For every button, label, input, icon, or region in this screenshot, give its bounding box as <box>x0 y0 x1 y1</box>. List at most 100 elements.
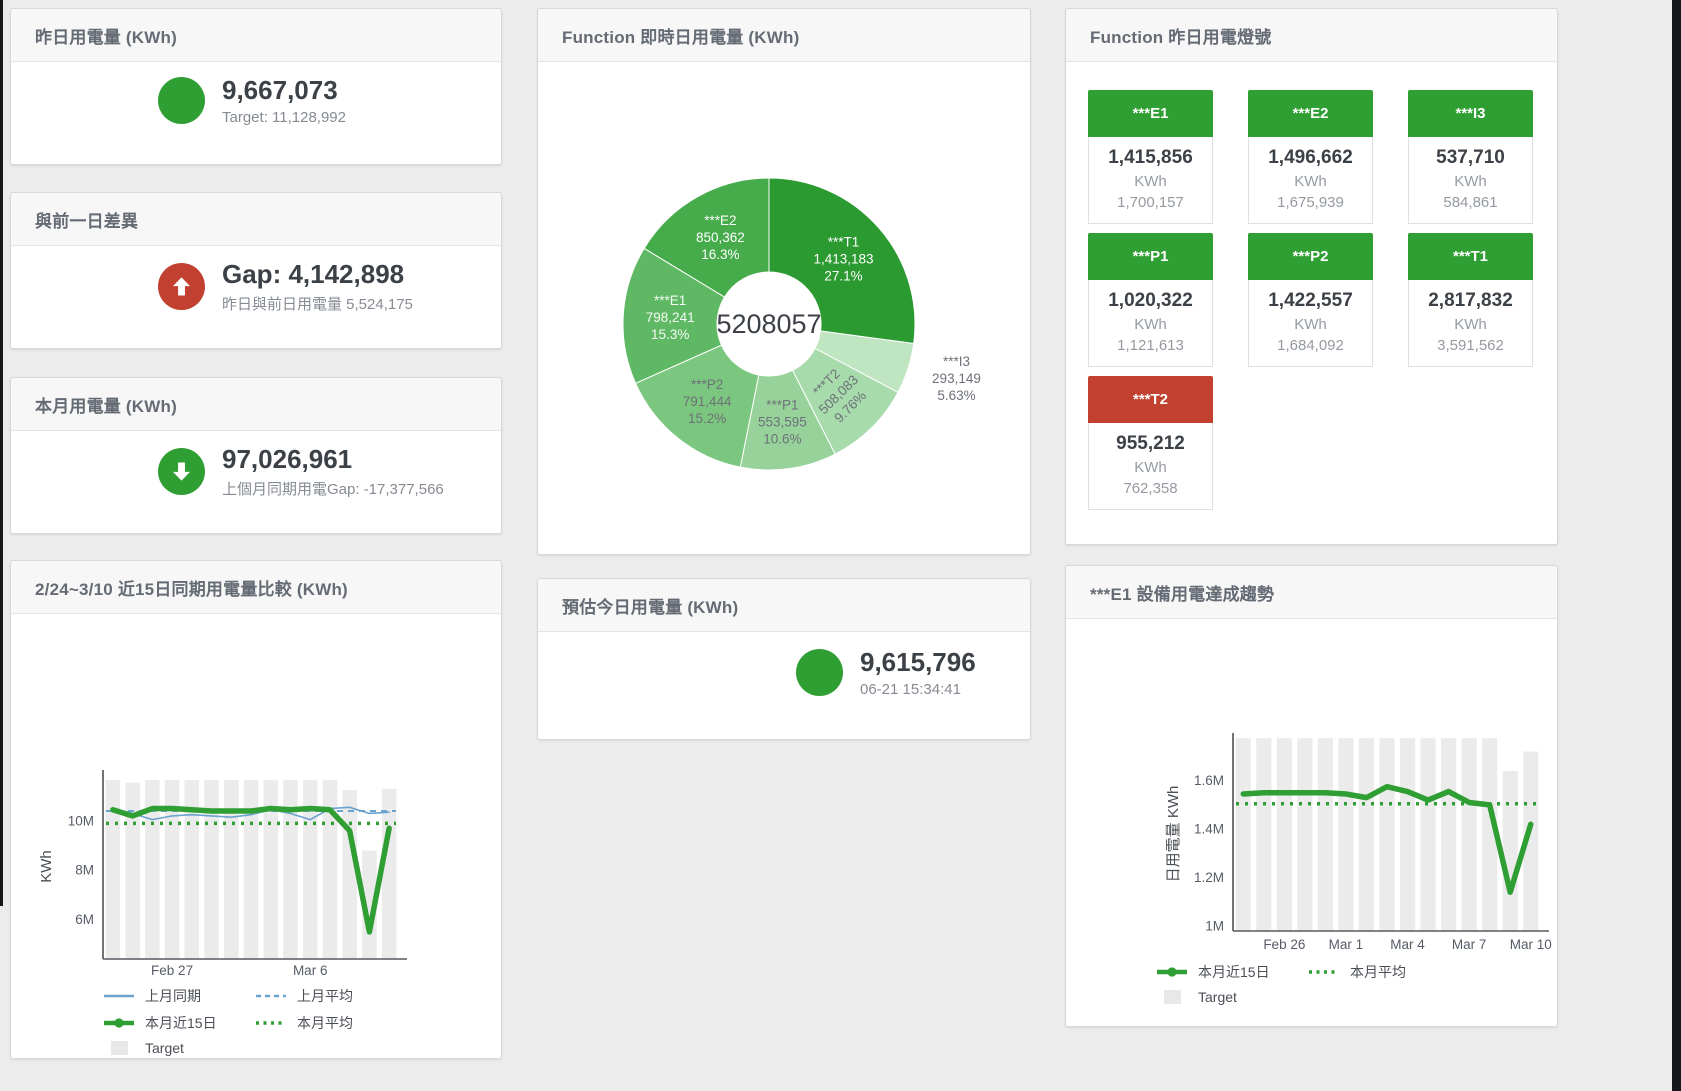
trend-line-chart: 1M 1.2M 1.4M 1.6M 日用電量 KWh Feb 26 Mar 1 Mar 4 Ma… <box>1165 733 1552 952</box>
scrollbar[interactable] <box>1672 0 1681 1091</box>
donut-label: ***P2 <box>691 377 723 392</box>
legend-item-Target[interactable]: Target <box>1156 989 1308 1005</box>
stat-subtitle: 昨日與前日用電量 5,524,175 <box>222 295 413 313</box>
legend-item-上月平均[interactable]: 上月平均 <box>255 986 407 1006</box>
donut-label: ***I3 <box>943 354 970 369</box>
tile-body: 2,817,832 KWh 3,591,562 <box>1408 280 1533 367</box>
target-bar <box>1420 738 1436 931</box>
y-tick-label: 10M <box>68 813 94 828</box>
tile-target: 584,861 <box>1443 194 1498 211</box>
window-left-border <box>0 0 3 906</box>
tile-value: 1,020,322 <box>1108 290 1193 311</box>
panel-title: 預估今日用電量 (KWh) <box>562 597 739 617</box>
panel-header[interactable]: Function 即時日用電量 (KWh) <box>538 9 1030 62</box>
tile-unit: KWh <box>1134 459 1167 476</box>
legend-item-本月近15日[interactable]: 本月近15日 <box>1156 962 1308 982</box>
legend-item-本月近15日[interactable]: 本月近15日 <box>103 1013 255 1033</box>
tile-header: ***E2 <box>1248 90 1373 137</box>
target-bar <box>1358 738 1375 931</box>
target-bar <box>1441 738 1457 931</box>
panel-header[interactable]: 預估今日用電量 (KWh) <box>538 579 1030 632</box>
legend-item-Target[interactable]: Target <box>103 1040 255 1056</box>
panel-title: 本月用電量 (KWh) <box>35 396 177 416</box>
tile-value: 1,415,856 <box>1108 147 1193 168</box>
donut-slice-P2[interactable] <box>634 344 760 468</box>
target-bar <box>145 780 160 959</box>
panel-header[interactable]: 昨日用電量 (KWh) <box>11 9 501 62</box>
donut-label: 16.3% <box>701 247 739 262</box>
y-tick-label: 1.2M <box>1194 870 1224 885</box>
tile-body: 955,212 KWh 762,358 <box>1088 423 1213 510</box>
panel-today-estimate: 預估今日用電量 (KWh) 9,615,796 06-21 15:34:41 <box>537 578 1031 740</box>
panel-header[interactable]: 與前一日差異 <box>11 193 501 246</box>
stat-subtitle: 上個月同期用電Gap: -17,377,566 <box>222 480 444 498</box>
x-tick-label: Mar 6 <box>293 963 328 978</box>
stat-value: Gap: 4,142,898 <box>222 259 405 289</box>
legend-item-上月同期[interactable]: 上月同期 <box>103 986 255 1006</box>
tile-unit: KWh <box>1134 316 1167 333</box>
status-tile-grid: ***E1 1,415,856 KWh 1,700,157 ***E2 1,496,662… <box>1066 62 1557 510</box>
tile-target: 3,591,562 <box>1437 337 1504 354</box>
tile-body: 1,415,856 KWh 1,700,157 <box>1088 137 1213 224</box>
x-tick-label: Mar 10 <box>1510 937 1552 952</box>
x-tick-label: Feb 26 <box>1263 937 1305 952</box>
series-上月同期 <box>112 806 390 821</box>
target-bar <box>381 788 397 959</box>
legend-label: 本月近15日 <box>145 1015 217 1031</box>
legend-row: 本月近15日 本月平均 <box>103 1013 407 1033</box>
donut-label: 293,149 <box>932 371 981 386</box>
donut-slice-E2[interactable] <box>643 177 770 298</box>
status-tile-T1: ***T1 2,817,832 KWh 3,591,562 <box>1408 233 1533 367</box>
panel-header[interactable]: 2/24~3/10 近15日同期用電量比較 (KWh) <box>11 561 501 614</box>
legend-label: 上月同期 <box>145 988 201 1004</box>
legend-marker-dots <box>256 1021 286 1025</box>
target-bar <box>263 780 279 959</box>
panel-title: ***E1 設備用電達成趨勢 <box>1090 584 1275 604</box>
panel-month-usage: 本月用電量 (KWh) 97,026,961 上個月同期用電Gap: -17,3… <box>10 377 502 534</box>
y-tick-label: 1.4M <box>1194 822 1224 837</box>
target-bar <box>1317 738 1333 931</box>
donut-slice-T1[interactable] <box>768 177 916 345</box>
panel-header[interactable]: 本月用電量 (KWh) <box>11 378 501 431</box>
target-bar <box>204 780 219 959</box>
tile-value: 1,422,557 <box>1268 290 1353 311</box>
tile-target: 762,358 <box>1123 480 1178 497</box>
x-tick-label: Feb 27 <box>151 963 193 978</box>
tile-value: 2,817,832 <box>1428 290 1513 311</box>
legend-label: 本月平均 <box>1350 964 1406 980</box>
chart-legend: 本月近15日 本月平均 Target <box>1156 962 1460 1012</box>
legend-marker-line-dot <box>104 1018 134 1028</box>
target-bar <box>223 780 239 959</box>
tile-header: ***I3 <box>1408 90 1533 137</box>
panel-e1-trend: ***E1 設備用電達成趨勢 1M 1.2M 1.4M 1.6M 日用電量 KWh Feb… <box>1065 565 1558 1027</box>
tile-body: 537,710 KWh 584,861 <box>1408 137 1533 224</box>
target-bar <box>1276 738 1292 931</box>
legend-row: Target <box>1156 989 1460 1005</box>
x-tick-label: Mar 1 <box>1329 937 1364 952</box>
series-本月近15日 <box>110 805 392 935</box>
tile-value: 537,710 <box>1436 147 1505 168</box>
legend-label: 本月近15日 <box>1198 964 1270 980</box>
target-bar <box>1523 751 1539 931</box>
stat-subtitle: Target: 11,128,992 <box>222 108 346 126</box>
panel-realtime-donut: Function 即時日用電量 (KWh) ***T1 1,413,183 27.1… <box>537 8 1031 555</box>
donut-chart: ***T11,413,18327.1%***I3293,1495.63%***T… <box>622 177 981 471</box>
panel-header[interactable]: Function 昨日用電燈號 <box>1066 9 1557 62</box>
tile-unit: KWh <box>1454 173 1487 190</box>
y-axis-title: KWh <box>38 850 55 883</box>
target-bar <box>1379 738 1395 931</box>
tile-target: 1,121,613 <box>1117 337 1184 354</box>
donut-label: ***E2 <box>704 213 736 228</box>
legend-item-本月平均[interactable]: 本月平均 <box>255 1013 407 1033</box>
stat-value: 97,026,961 <box>222 444 353 474</box>
target-bar <box>1256 738 1272 931</box>
target-bar <box>1235 738 1251 931</box>
panel-title: Function 昨日用電燈號 <box>1090 27 1272 47</box>
tile-header: ***E1 <box>1088 90 1213 137</box>
tile-unit: KWh <box>1134 173 1167 190</box>
panel-title: 2/24~3/10 近15日同期用電量比較 (KWh) <box>35 579 348 599</box>
legend-item-本月平均[interactable]: 本月平均 <box>1308 962 1460 982</box>
panel-header[interactable]: ***E1 設備用電達成趨勢 <box>1066 566 1557 619</box>
y-tick-label: 8M <box>75 863 94 878</box>
legend-marker-square <box>1164 990 1181 1004</box>
